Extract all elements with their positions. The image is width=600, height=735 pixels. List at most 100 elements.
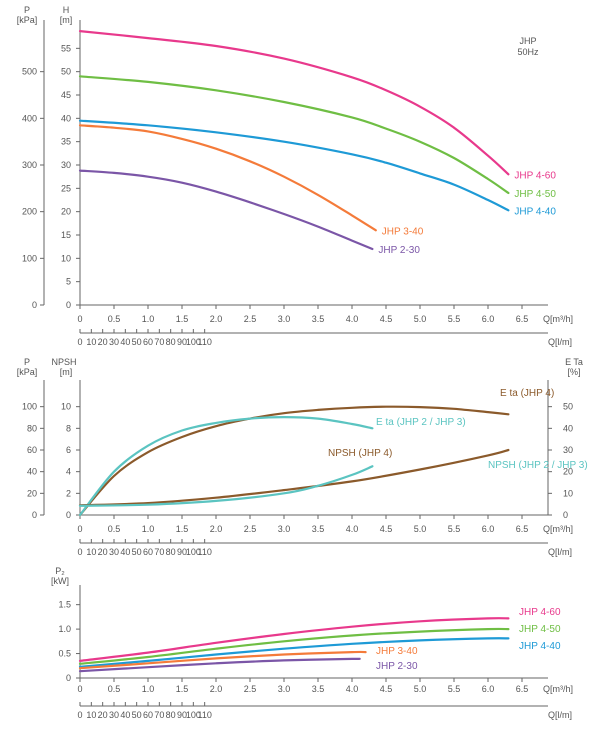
x-lpm-tick-label: 60	[143, 710, 153, 720]
series-label: JHP 2-30	[376, 661, 418, 672]
x-axis-title-m3h: Q[m³/h]	[543, 314, 573, 324]
series-line	[78, 448, 510, 507]
x-tick-label: 6.5	[516, 684, 529, 694]
x-lpm-tick-label: 100	[186, 547, 201, 557]
x-tick-label: 5.5	[448, 314, 461, 324]
x-tick-label: 4.0	[346, 684, 359, 694]
x-lpm-tick-label: 20	[98, 337, 108, 347]
series-line	[78, 169, 374, 251]
y-tick-label-head: 10	[61, 253, 71, 263]
x-tick-label: 0.5	[108, 524, 121, 534]
x-tick-label: 4.0	[346, 524, 359, 534]
series-label: E ta (JHP 2 / JHP 3)	[376, 417, 466, 428]
x-tick-label: 4.5	[380, 524, 393, 534]
y-tick-label-kpa2: 60	[27, 445, 37, 455]
x-tick-label: 6.0	[482, 524, 495, 534]
y-tick-label-kpa: 500	[22, 67, 37, 77]
x-tick-label: 3.5	[312, 314, 325, 324]
x-tick-label: 6.0	[482, 314, 495, 324]
y-tick-label-eta: 20	[563, 467, 573, 477]
x-tick-label: 1.5	[176, 314, 189, 324]
x-lpm-tick-label: 0	[77, 337, 82, 347]
x-lpm-tick-label: 30	[109, 337, 119, 347]
y-tick-label-power: 1.0	[58, 624, 71, 634]
series-label: JHP 3-40	[382, 226, 424, 237]
y-tick-label-npsh: 8	[66, 423, 71, 433]
series-line	[78, 627, 510, 665]
y-tick-label-kpa: 200	[22, 207, 37, 217]
x-lpm-tick-label: 0	[77, 710, 82, 720]
y-tick-label-head: 45	[61, 90, 71, 100]
x-tick-label: 3.5	[312, 684, 325, 694]
y-tick-label-power: 0.5	[58, 649, 71, 659]
y-tick-label-kpa: 0	[32, 300, 37, 310]
y-tick-label-npsh: 10	[61, 402, 71, 412]
y-axis-unit-kpa: [kPa]	[17, 367, 38, 377]
x-axis-title-m3h: Q[m³/h]	[543, 524, 573, 534]
y-tick-label-kpa: 300	[22, 160, 37, 170]
x-tick-label: 4.0	[346, 314, 359, 324]
x-tick-label: 0.5	[108, 684, 121, 694]
x-lpm-tick-label: 70	[154, 547, 164, 557]
x-tick-label: 5.0	[414, 314, 427, 324]
x-lpm-tick-label: 80	[166, 710, 176, 720]
y-tick-label-npsh: 0	[66, 510, 71, 520]
series-line	[78, 637, 510, 668]
y-tick-label-eta: 40	[563, 423, 573, 433]
y-tick-label-eta: 0	[563, 510, 568, 520]
x-tick-label: 3.0	[278, 684, 291, 694]
y-tick-label-head: 20	[61, 207, 71, 217]
y-tick-label-kpa2: 20	[27, 488, 37, 498]
x-lpm-tick-label: 70	[154, 710, 164, 720]
y-tick-label-kpa2: 0	[32, 510, 37, 520]
x-tick-label: 5.0	[414, 524, 427, 534]
y-axis-title-head: H	[63, 5, 70, 15]
x-tick-label: 2.0	[210, 684, 223, 694]
y-axis-title-kpa: [kPa]	[17, 15, 38, 25]
y-tick-label-head: 50	[61, 67, 71, 77]
x-tick-label: 1.5	[176, 524, 189, 534]
x-lpm-tick-label: 110	[197, 710, 211, 720]
y-tick-label-eta: 50	[563, 402, 573, 412]
x-lpm-tick-label: 100	[186, 710, 201, 720]
series-line	[78, 657, 361, 673]
x-tick-label: 5.5	[448, 524, 461, 534]
x-lpm-tick-label: 50	[132, 547, 142, 557]
x-axis-title-m3h: Q[m³/h]	[543, 684, 573, 694]
y-tick-label-power: 1.5	[58, 600, 71, 610]
x-tick-label: 2.5	[244, 684, 257, 694]
x-lpm-tick-label: 30	[109, 547, 119, 557]
x-lpm-tick-label: 110	[197, 547, 211, 557]
x-tick-label: 0	[77, 524, 82, 534]
y-tick-label-kpa2: 100	[22, 402, 37, 412]
series-label: JHP 4-40	[514, 206, 556, 217]
x-tick-label: 0.5	[108, 314, 121, 324]
y-tick-label-head: 35	[61, 137, 71, 147]
x-axis-title-lpm: Q[l/m]	[548, 547, 572, 557]
x-tick-label: 4.5	[380, 684, 393, 694]
y-axis-title-npsh: NPSH	[51, 357, 76, 367]
series-line	[78, 75, 510, 195]
series-label: JHP 4-60	[514, 170, 556, 181]
y-tick-label-npsh: 6	[66, 445, 71, 455]
y-tick-label-kpa: 400	[22, 113, 37, 123]
series-line	[78, 650, 367, 670]
x-lpm-tick-label: 50	[132, 710, 142, 720]
x-lpm-tick-label: 20	[98, 710, 108, 720]
x-lpm-tick-label: 60	[143, 547, 153, 557]
series-line	[78, 465, 374, 507]
x-tick-label: 0	[77, 314, 82, 324]
x-lpm-tick-label: 60	[143, 337, 153, 347]
y-tick-label-head: 55	[61, 43, 71, 53]
x-tick-label: 1.0	[142, 314, 155, 324]
x-tick-label: 2.5	[244, 314, 257, 324]
y-tick-label-eta: 10	[563, 488, 573, 498]
x-lpm-tick-label: 50	[132, 337, 142, 347]
y-axis-title-eta: [%]	[567, 367, 580, 377]
chart-annotation: 50Hz	[517, 47, 539, 57]
series-line	[78, 415, 374, 517]
x-lpm-tick-label: 0	[77, 547, 82, 557]
y-tick-label-head: 5	[66, 277, 71, 287]
x-tick-label: 4.5	[380, 314, 393, 324]
